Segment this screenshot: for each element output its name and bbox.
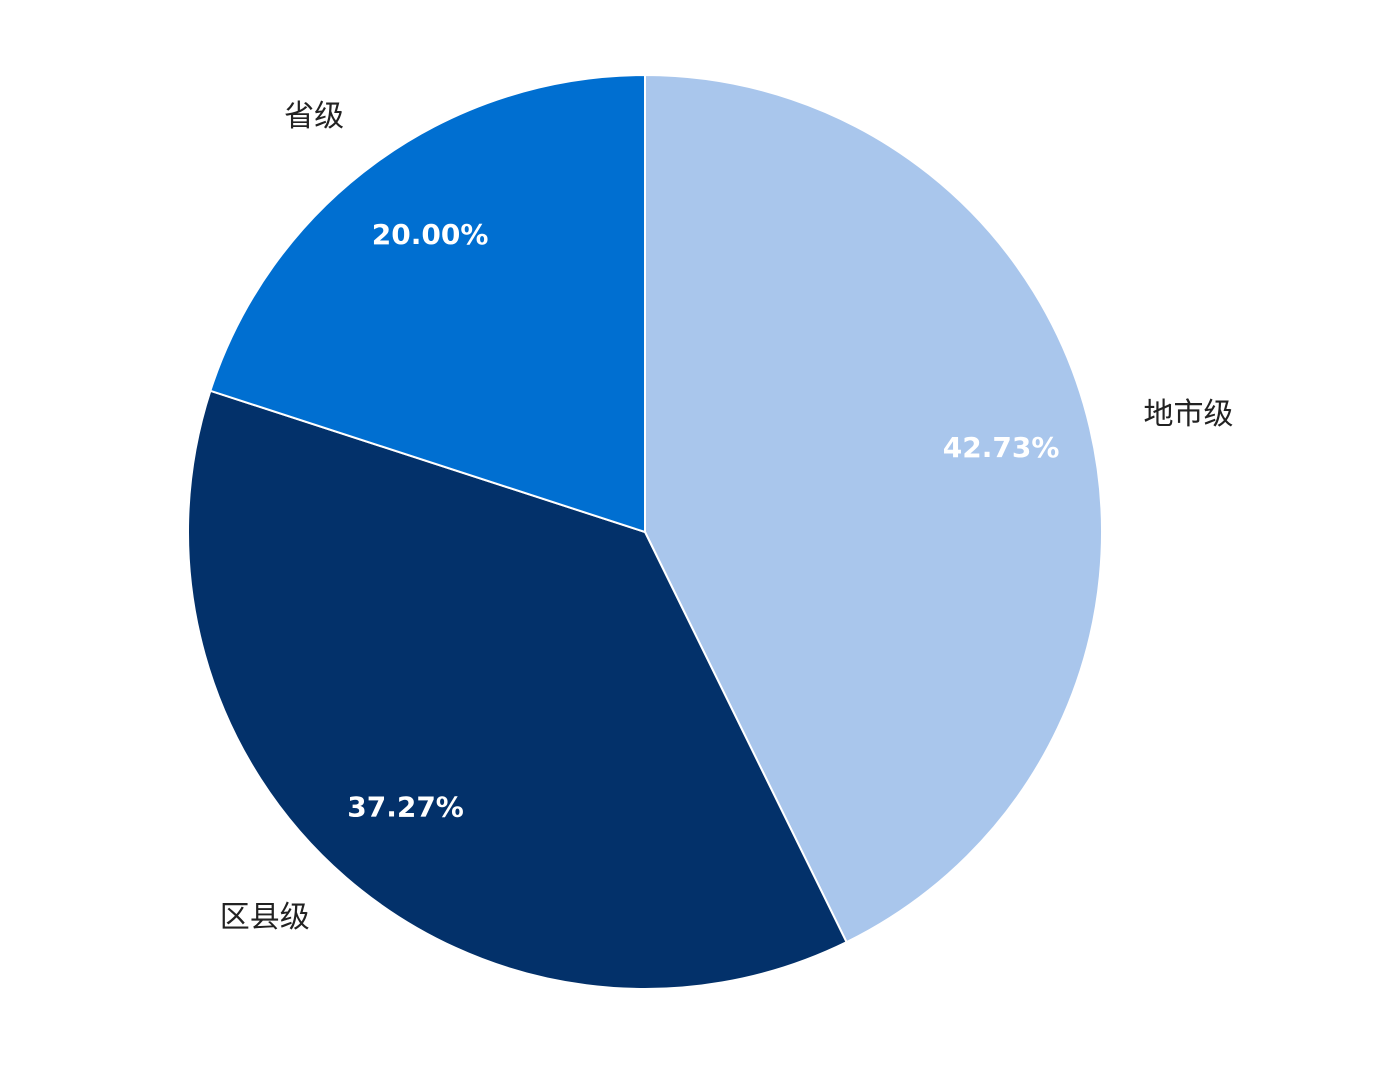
pie-slice	[209, 73, 646, 534]
category-label: 省级	[284, 99, 344, 134]
category-label: 区县级	[220, 900, 310, 935]
value-label: 42.73%	[943, 431, 1060, 464]
value-label: 20.00%	[372, 218, 489, 251]
category-label: 地市级	[1144, 397, 1234, 432]
pie-slice	[187, 389, 848, 990]
pie-slice	[644, 73, 1103, 944]
value-label: 37.27%	[347, 790, 464, 823]
